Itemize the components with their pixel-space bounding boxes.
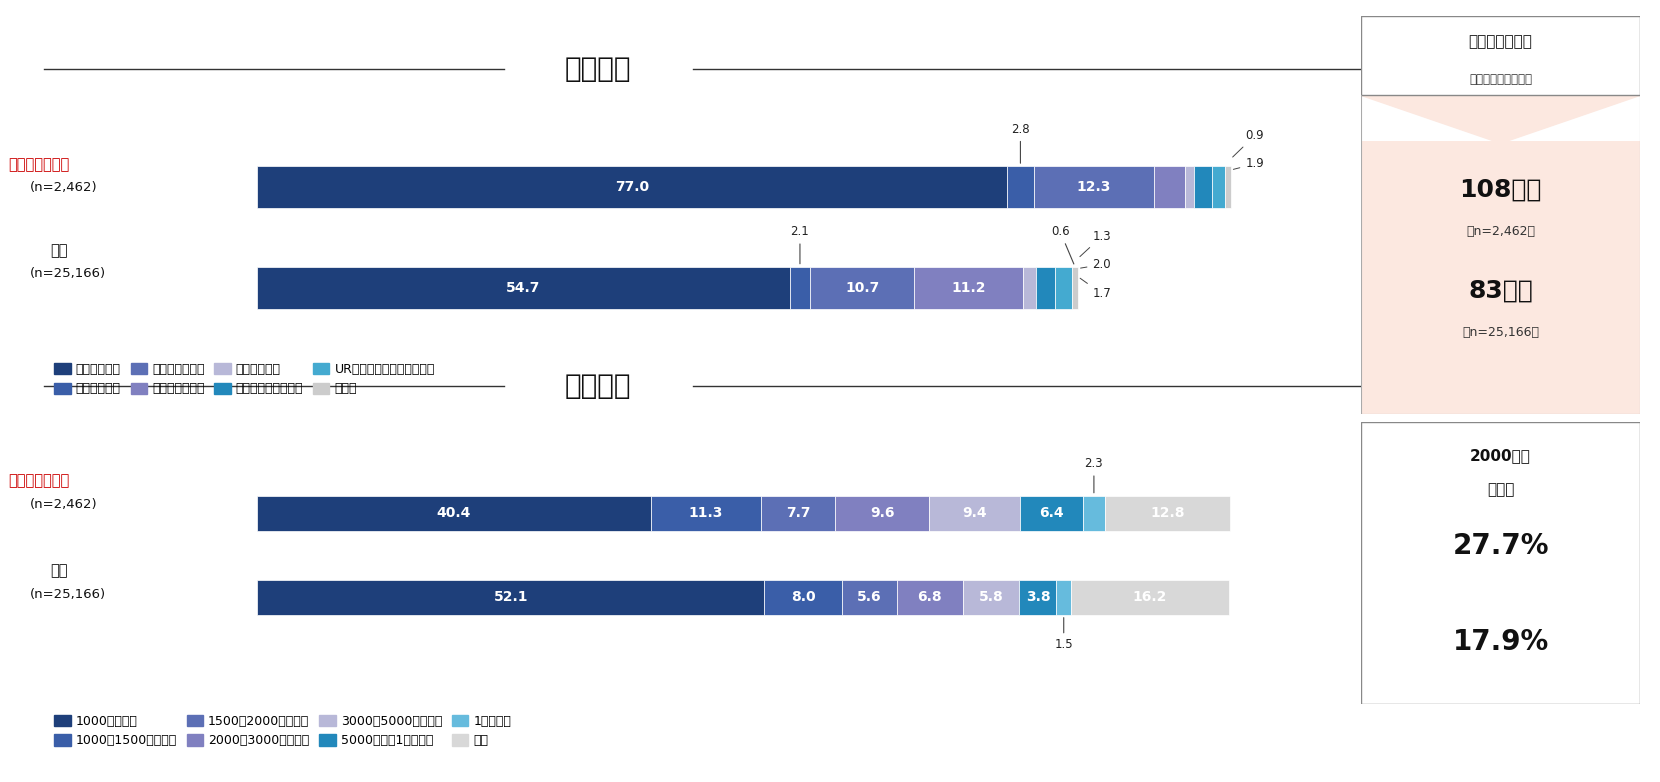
Text: 0.9: 0.9 bbox=[1233, 129, 1263, 157]
Text: ＜平均算出の分母＞: ＜平均算出の分母＞ bbox=[1469, 73, 1532, 86]
Bar bbox=[835, 496, 930, 531]
Bar bbox=[257, 496, 651, 531]
Text: 0.6: 0.6 bbox=[1051, 225, 1074, 264]
Text: 9.4: 9.4 bbox=[963, 506, 988, 520]
Text: 2.0: 2.0 bbox=[1081, 258, 1111, 271]
Text: 読売新聞購読者: 読売新聞購読者 bbox=[8, 156, 70, 172]
Text: 77.0: 77.0 bbox=[614, 180, 649, 194]
Legend: 一戸建て持家, 一戸建て借家, 分譲マンション, 賃貸マンション, 賃貸アパート, 給与住宅・官公住宅, UR・公社・公営の賃貸住宅, その他: 一戸建て持家, 一戸建て借家, 分譲マンション, 賃貸マンション, 賃貸アパート… bbox=[50, 358, 440, 400]
Text: (n=2,462): (n=2,462) bbox=[30, 498, 98, 511]
Text: 8.0: 8.0 bbox=[792, 590, 815, 604]
Bar bbox=[915, 267, 1023, 309]
Bar bbox=[1023, 267, 1036, 309]
Bar bbox=[1106, 496, 1230, 531]
Text: 2.8: 2.8 bbox=[1011, 123, 1029, 163]
Text: 52.1: 52.1 bbox=[493, 590, 528, 604]
Bar bbox=[810, 267, 915, 309]
Bar bbox=[1154, 166, 1185, 208]
FancyBboxPatch shape bbox=[1361, 142, 1640, 414]
Text: 9.6: 9.6 bbox=[870, 506, 895, 520]
Bar bbox=[1072, 267, 1077, 309]
Bar bbox=[1019, 579, 1056, 615]
Text: 16.2: 16.2 bbox=[1132, 590, 1167, 604]
Text: ＜n=25,166＞: ＜n=25,166＞ bbox=[1462, 326, 1539, 339]
Bar bbox=[1034, 166, 1154, 208]
Text: 6.8: 6.8 bbox=[918, 590, 943, 604]
Bar bbox=[790, 267, 810, 309]
Text: 住居形態: 住居形態 bbox=[564, 55, 631, 83]
Bar bbox=[1194, 166, 1212, 208]
Text: 10.7: 10.7 bbox=[845, 281, 880, 295]
Text: 1.7: 1.7 bbox=[1081, 278, 1111, 300]
Text: ＜n=2,462＞: ＜n=2,462＞ bbox=[1466, 224, 1536, 238]
Text: 1.9: 1.9 bbox=[1233, 157, 1263, 170]
Text: 83平米: 83平米 bbox=[1467, 279, 1534, 303]
Text: 1.3: 1.3 bbox=[1081, 230, 1111, 256]
Text: 以上計: 以上計 bbox=[1487, 482, 1514, 497]
Bar bbox=[963, 579, 1019, 615]
Text: 108平米: 108平米 bbox=[1459, 178, 1542, 201]
Text: 5.6: 5.6 bbox=[857, 590, 881, 604]
Text: 6.4: 6.4 bbox=[1039, 506, 1064, 520]
Text: 2.1: 2.1 bbox=[790, 225, 810, 264]
Text: 5.8: 5.8 bbox=[979, 590, 1004, 604]
Bar bbox=[1021, 496, 1082, 531]
Text: 40.4: 40.4 bbox=[437, 506, 471, 520]
Text: 12.8: 12.8 bbox=[1150, 506, 1185, 520]
Bar bbox=[1082, 496, 1106, 531]
FancyBboxPatch shape bbox=[1361, 16, 1640, 95]
Text: (n=25,166): (n=25,166) bbox=[30, 588, 106, 601]
Bar bbox=[896, 579, 963, 615]
Text: 11.3: 11.3 bbox=[689, 506, 722, 520]
Bar bbox=[1185, 166, 1194, 208]
Bar bbox=[257, 579, 764, 615]
Bar bbox=[1071, 579, 1228, 615]
Text: 平均延べ床面積: 平均延べ床面積 bbox=[1469, 34, 1532, 49]
Text: 3.8: 3.8 bbox=[1026, 590, 1051, 604]
Text: 全体: 全体 bbox=[50, 242, 68, 258]
Text: 2000万円: 2000万円 bbox=[1471, 449, 1531, 464]
Bar bbox=[1006, 166, 1034, 208]
Bar bbox=[764, 579, 842, 615]
Bar bbox=[930, 496, 1021, 531]
Legend: 1000万円未満, 1000〜1500万円未満, 1500〜2000万円未満, 2000〜3000万円未満, 3000〜5000万円未満, 5000万円〜1億円: 1000万円未満, 1000〜1500万円未満, 1500〜2000万円未満, … bbox=[50, 710, 516, 752]
Bar bbox=[1056, 267, 1072, 309]
Text: 7.7: 7.7 bbox=[785, 506, 810, 520]
Bar bbox=[1036, 267, 1056, 309]
Text: 読売新聞購読者: 読売新聞購読者 bbox=[8, 473, 70, 489]
Bar bbox=[1225, 166, 1230, 208]
Text: 11.2: 11.2 bbox=[951, 281, 986, 295]
Text: 17.9%: 17.9% bbox=[1452, 628, 1549, 656]
Text: 1.5: 1.5 bbox=[1054, 618, 1072, 651]
Bar bbox=[760, 496, 835, 531]
Text: 54.7: 54.7 bbox=[506, 281, 541, 295]
Bar bbox=[257, 267, 790, 309]
Bar bbox=[1212, 166, 1225, 208]
Polygon shape bbox=[1361, 95, 1640, 143]
Bar bbox=[1056, 579, 1071, 615]
Bar bbox=[842, 579, 896, 615]
Text: 全体: 全体 bbox=[50, 563, 68, 579]
Bar bbox=[257, 166, 1006, 208]
Text: 27.7%: 27.7% bbox=[1452, 532, 1549, 560]
Text: (n=2,462): (n=2,462) bbox=[30, 181, 98, 194]
Text: 12.3: 12.3 bbox=[1077, 180, 1111, 194]
Text: (n=25,166): (n=25,166) bbox=[30, 267, 106, 280]
Text: 2.3: 2.3 bbox=[1084, 457, 1104, 493]
Bar bbox=[651, 496, 760, 531]
Text: 金融資産: 金融資産 bbox=[564, 371, 631, 400]
FancyBboxPatch shape bbox=[1361, 422, 1640, 704]
